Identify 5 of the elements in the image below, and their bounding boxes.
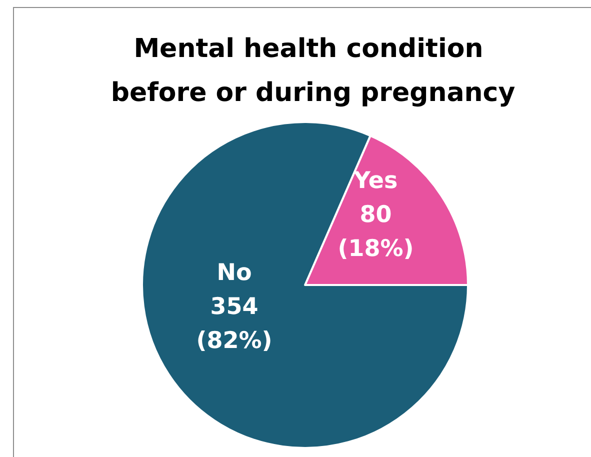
slice-label: Yes	[352, 168, 398, 194]
data-label: 354 (82%)	[196, 294, 272, 354]
chart-title: Mental health condition before or during pregnancy	[110, 34, 516, 108]
slice-label: No	[216, 260, 252, 286]
data-label: 80 (18%)	[338, 202, 414, 262]
